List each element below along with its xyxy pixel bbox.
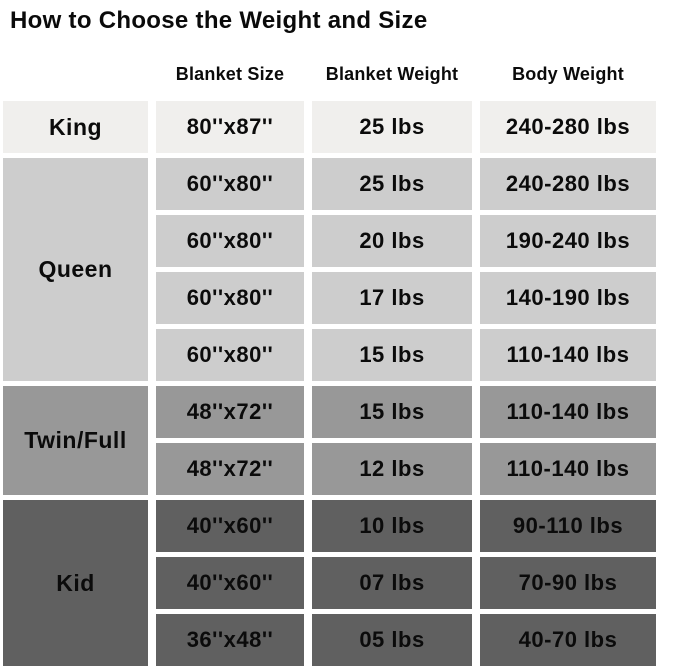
blanket-size-cell: 60''x80'' xyxy=(156,272,304,324)
body-weight-cell: 190-240 lbs xyxy=(480,215,656,267)
row-group-label-kid: Kid xyxy=(3,500,148,666)
body-weight-cell: 110-140 lbs xyxy=(480,329,656,381)
blanket-weight-cell: 25 lbs xyxy=(312,101,472,153)
blanket-size-cell: 48''x72'' xyxy=(156,443,304,495)
blanket-size-cell: 80''x87'' xyxy=(156,101,304,153)
body-weight-cell: 110-140 lbs xyxy=(480,386,656,438)
blanket-weight-cell: 05 lbs xyxy=(312,614,472,666)
blanket-weight-cell: 25 lbs xyxy=(312,158,472,210)
blanket-weight-cell: 12 lbs xyxy=(312,443,472,495)
blanket-weight-cell: 07 lbs xyxy=(312,557,472,609)
blanket-weight-cell: 15 lbs xyxy=(312,386,472,438)
body-weight-cell: 40-70 lbs xyxy=(480,614,656,666)
blanket-size-cell: 40''x60'' xyxy=(156,500,304,552)
blanket-weight-cell: 20 lbs xyxy=(312,215,472,267)
body-weight-cell: 110-140 lbs xyxy=(480,443,656,495)
size-weight-table: King 80''x87'' 25 lbs 240-280 lbs Queen … xyxy=(3,101,679,666)
blanket-size-cell: 60''x80'' xyxy=(156,329,304,381)
body-weight-cell: 240-280 lbs xyxy=(480,101,656,153)
blanket-size-cell: 48''x72'' xyxy=(156,386,304,438)
column-header-body-weight: Body Weight xyxy=(512,63,624,84)
row-group-label-twin-full: Twin/Full xyxy=(3,386,148,495)
row-group-label-queen: Queen xyxy=(3,158,148,381)
column-header-blanket-weight: Blanket Weight xyxy=(325,63,459,84)
blanket-weight-cell: 17 lbs xyxy=(312,272,472,324)
blanket-weight-cell: 10 lbs xyxy=(312,500,472,552)
blanket-size-cell: 60''x80'' xyxy=(156,158,304,210)
body-weight-cell: 90-110 lbs xyxy=(480,500,656,552)
body-weight-cell: 140-190 lbs xyxy=(480,272,656,324)
row-group-label-king: King xyxy=(3,101,148,153)
blanket-size-cell: 60''x80'' xyxy=(156,215,304,267)
body-weight-cell: 70-90 lbs xyxy=(480,557,656,609)
blanket-weight-cell: 15 lbs xyxy=(312,329,472,381)
page-title: How to Choose the Weight and Size xyxy=(10,7,428,34)
table-header-row: Blanket Size Blanket Weight Body Weight xyxy=(3,62,679,86)
blanket-size-cell: 36''x48'' xyxy=(156,614,304,666)
column-header-blanket-size: Blanket Size xyxy=(175,63,285,84)
blanket-size-cell: 40''x60'' xyxy=(156,557,304,609)
body-weight-cell: 240-280 lbs xyxy=(480,158,656,210)
